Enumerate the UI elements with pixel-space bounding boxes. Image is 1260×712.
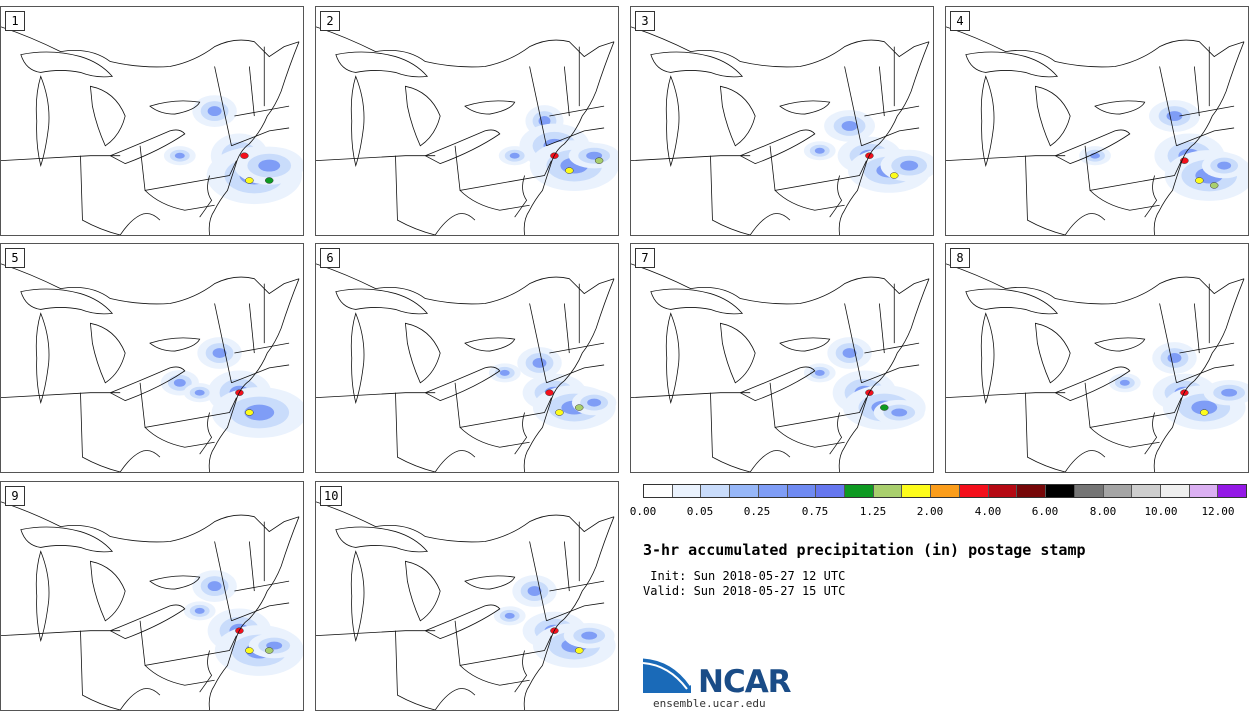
ncar-logo-icon	[643, 655, 693, 693]
init-time: Init: Sun 2018-05-27 12 UTC	[643, 569, 846, 583]
member-panel-2: 2	[315, 6, 619, 236]
precip-colorbar	[643, 484, 1247, 498]
colorbar-swatch	[758, 485, 788, 497]
colorbar-swatch	[1103, 485, 1133, 497]
colorbar-tick-label: 4.00	[974, 505, 1002, 518]
member-panel-10: 10	[315, 481, 619, 711]
member-panel-1: 1	[0, 6, 304, 236]
colorbar-swatch	[1132, 485, 1161, 497]
colorbar-swatch	[672, 485, 702, 497]
member-label: 8	[950, 248, 970, 268]
colorbar-swatch	[787, 485, 817, 497]
valid-time: Valid: Sun 2018-05-27 15 UTC	[643, 584, 846, 598]
member-label: 3	[635, 11, 655, 31]
member-panel-6: 6	[315, 243, 619, 473]
colorbar-swatch	[816, 485, 846, 497]
member-label: 6	[320, 248, 340, 268]
colorbar-swatch	[902, 485, 932, 497]
member-panel-7: 7	[630, 243, 934, 473]
colorbar-swatch	[1046, 485, 1075, 497]
colorbar-tick-label: 0.00	[629, 505, 657, 518]
colorbar-tick-label: 1.25	[859, 505, 887, 518]
colorbar-swatch	[1160, 485, 1190, 497]
colorbar-swatch	[1017, 485, 1047, 497]
colorbar-tick-label: 0.05	[686, 505, 714, 518]
colorbar-tick-label: 0.75	[801, 505, 829, 518]
colorbar-tick-label: 0.25	[743, 505, 771, 518]
colorbar-tick-label: 6.00	[1031, 505, 1059, 518]
member-label: 1	[5, 11, 25, 31]
colorbar-tick-label: 2.00	[916, 505, 944, 518]
member-label: 2	[320, 11, 340, 31]
colorbar-swatch	[959, 485, 989, 497]
colorbar-swatch	[1189, 485, 1219, 497]
colorbar-swatch	[873, 485, 903, 497]
site-url: ensemble.ucar.edu	[653, 697, 766, 710]
colorbar-swatch	[1218, 485, 1247, 497]
member-panel-4: 4	[945, 6, 1249, 236]
member-panel-5: 5	[0, 243, 304, 473]
member-label: 10	[320, 486, 343, 506]
member-panel-3: 3	[630, 6, 934, 236]
colorbar-swatch	[730, 485, 759, 497]
colorbar-swatch	[988, 485, 1018, 497]
member-panel-8: 8	[945, 243, 1249, 473]
colorbar-tick-label: 10.00	[1144, 505, 1178, 518]
ncar-logo-text: NCAR	[698, 664, 792, 700]
colorbar-swatch	[845, 485, 874, 497]
colorbar-swatch	[1074, 485, 1104, 497]
colorbar-tick-label: 12.00	[1201, 505, 1235, 518]
colorbar-swatch	[644, 485, 673, 497]
member-label: 7	[635, 248, 655, 268]
plot-title: 3-hr accumulated precipitation (in) post…	[643, 541, 1086, 559]
colorbar-tick-label: 8.00	[1089, 505, 1117, 518]
member-label: 9	[5, 486, 25, 506]
member-label: 4	[950, 11, 970, 31]
colorbar-swatch	[931, 485, 960, 497]
member-panel-9: 9	[0, 481, 304, 711]
member-label: 5	[5, 248, 25, 268]
colorbar-swatch	[701, 485, 731, 497]
